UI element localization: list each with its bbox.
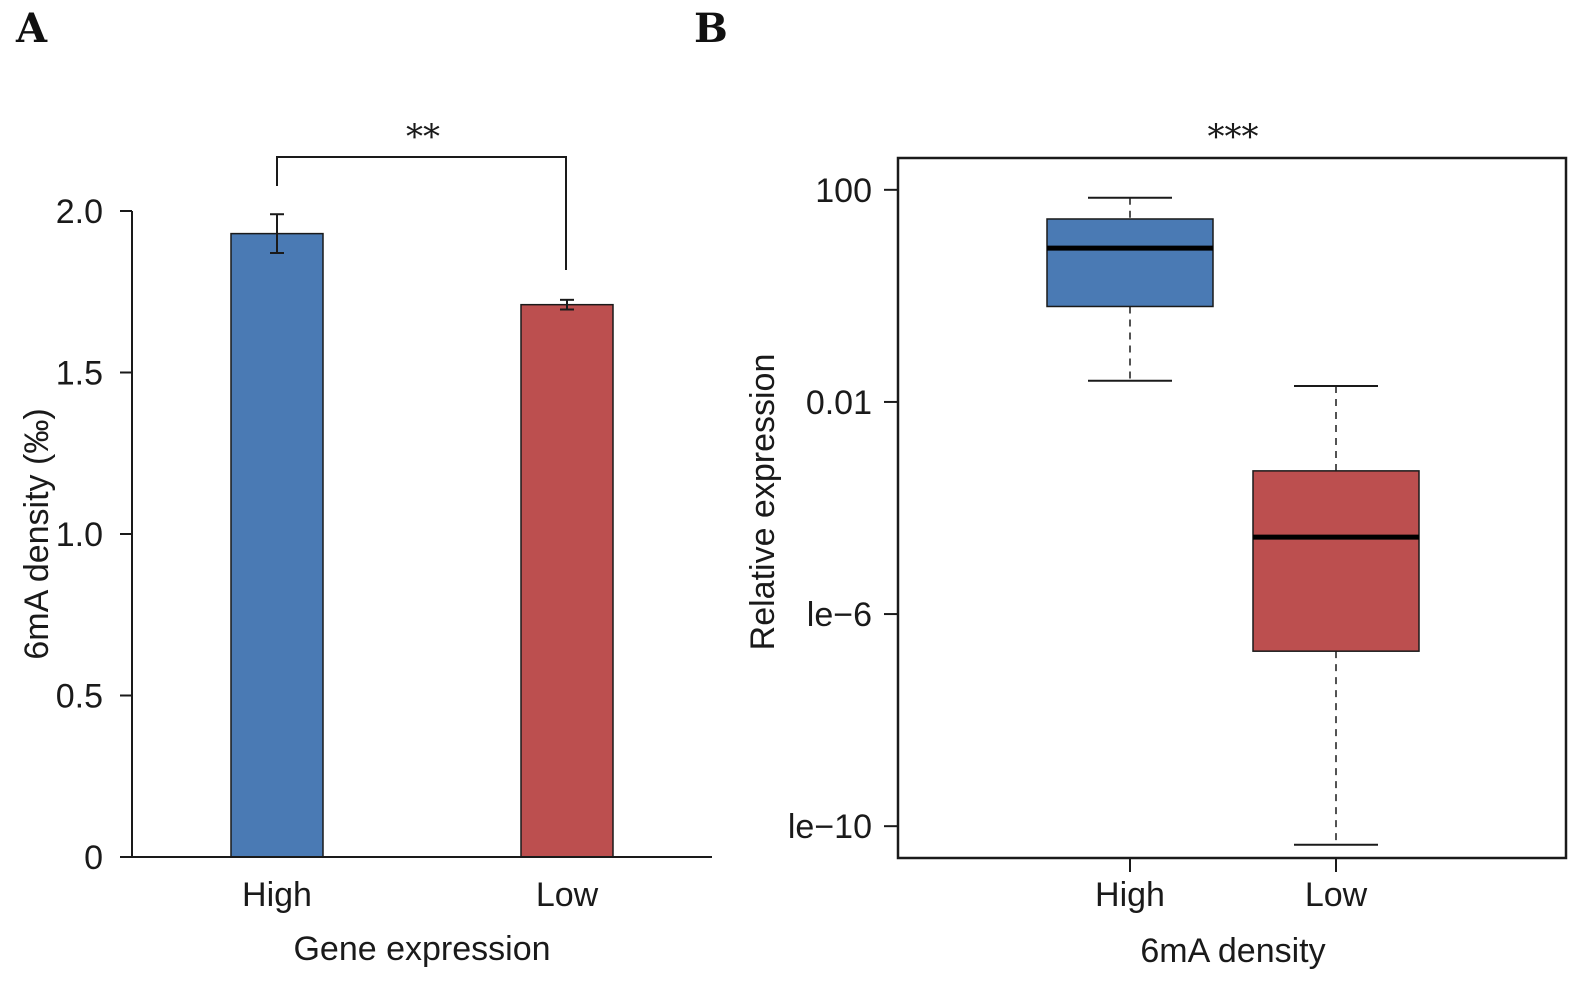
error-bar-group <box>270 213 574 311</box>
x-tick-label-low: Low <box>1305 876 1368 914</box>
significance-label: ** <box>406 117 440 157</box>
x-tick-label-low: Low <box>536 876 599 914</box>
panel-label-a: A <box>15 5 48 52</box>
x-tick-labels: High Low <box>242 876 599 914</box>
y-axis-title: 6mA density (‰) <box>18 408 56 659</box>
significance-label: *** <box>1208 117 1259 157</box>
box-low <box>1252 470 1420 652</box>
y-tick-label: 0 <box>84 839 103 877</box>
bar-high <box>230 232 324 858</box>
x-axis-title: 6mA density <box>1140 932 1325 970</box>
y-tick-label: 1.5 <box>56 355 103 393</box>
y-ticks: 100 0.01 le−6 le−10 <box>788 172 898 846</box>
y-tick-label: 0.01 <box>806 384 872 422</box>
y-axis-title: Relative expression <box>744 354 782 651</box>
y-tick-label: 0.5 <box>56 678 103 716</box>
x-tick-label-high: High <box>242 876 312 914</box>
y-tick-label: le−6 <box>807 596 872 634</box>
box-group <box>1046 196 1420 846</box>
box-high <box>1046 218 1214 308</box>
y-tick-label: 100 <box>815 172 872 210</box>
plot-frame <box>896 156 1568 860</box>
y-tick-label: le−10 <box>788 808 872 846</box>
bar-low <box>520 303 614 858</box>
bar-group <box>230 232 614 858</box>
significance-bracket <box>276 156 567 270</box>
panel-label-b: B <box>694 5 728 52</box>
panel-a: A 0 0.5 1.0 1.5 2.0 High Low ** Gene expressi… <box>15 5 712 968</box>
x-ticks: High Low <box>1095 858 1368 914</box>
panel-b: B *** 100 0.01 le−6 le−10 High Low 6mA densi… <box>694 5 1568 970</box>
x-tick-label-high: High <box>1095 876 1165 914</box>
y-tick-label: 2.0 <box>56 193 103 231</box>
y-tick-label: 1.0 <box>56 516 103 554</box>
x-axis-title: Gene expression <box>293 930 550 968</box>
y-ticks: 0 0.5 1.0 1.5 2.0 <box>56 193 132 877</box>
